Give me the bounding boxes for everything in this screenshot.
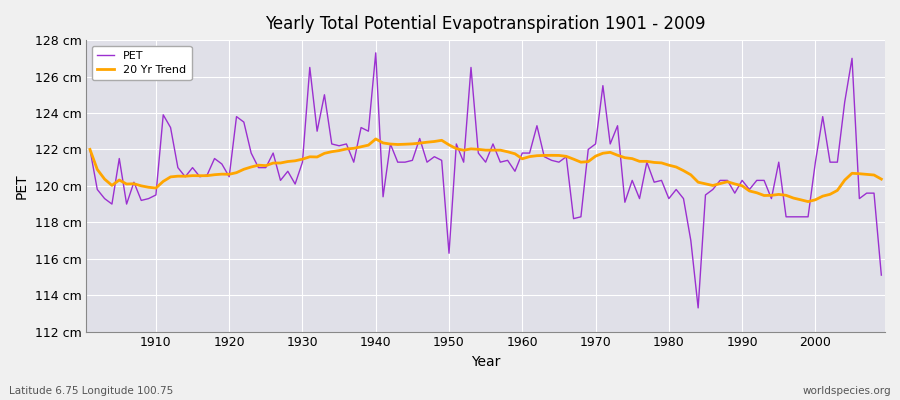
PET (693, 306, 704, 310)
20 Yr Trend (517, 156, 527, 161)
Line: 20 Yr Trend: 20 Yr Trend (90, 139, 881, 202)
Legend: PET, 20 Yr Trend: PET, 20 Yr Trend (92, 46, 192, 80)
20 Yr Trend (612, 153, 623, 158)
PET (517, 151, 527, 156)
PET (348, 160, 359, 164)
20 Yr Trend (876, 177, 886, 182)
X-axis label: Year: Year (471, 355, 500, 369)
20 Yr Trend (348, 146, 359, 151)
20 Yr Trend (85, 147, 95, 152)
20 Yr Trend (143, 185, 154, 190)
PET (524, 151, 535, 156)
20 Yr Trend (803, 199, 814, 204)
Text: Latitude 6.75 Longitude 100.75: Latitude 6.75 Longitude 100.75 (9, 386, 173, 396)
Text: worldspecies.org: worldspecies.org (803, 386, 891, 396)
PET (876, 273, 886, 278)
Y-axis label: PET: PET (15, 173, 29, 199)
Line: PET: PET (90, 53, 881, 308)
PET (612, 123, 623, 128)
20 Yr Trend (524, 154, 535, 159)
PET (304, 65, 315, 70)
20 Yr Trend (304, 154, 315, 159)
Title: Yearly Total Potential Evapotranspiration 1901 - 2009: Yearly Total Potential Evapotranspiratio… (266, 15, 706, 33)
PET (85, 147, 95, 152)
20 Yr Trend (370, 136, 381, 141)
PET (370, 50, 381, 55)
PET (143, 196, 154, 201)
